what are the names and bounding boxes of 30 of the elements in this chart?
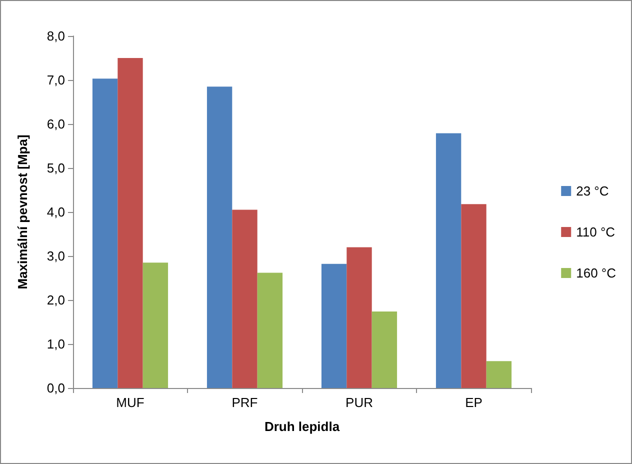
- y-tick-label: 1,0: [46, 336, 65, 352]
- bar: [118, 58, 143, 388]
- x-tick-label: EP: [465, 395, 482, 410]
- bar: [142, 262, 168, 388]
- bar: [257, 272, 283, 388]
- bar: [92, 78, 118, 388]
- y-tick-label: 6,0: [46, 116, 65, 132]
- bar: [346, 247, 372, 388]
- y-tick-label: 5,0: [46, 160, 65, 176]
- legend-label: 23 °C: [576, 184, 609, 198]
- bar: [206, 86, 232, 388]
- y-tick-label: 8,0: [46, 28, 65, 44]
- bar: [461, 204, 486, 388]
- bar: [232, 210, 258, 388]
- y-tick-label: 2,0: [46, 292, 65, 308]
- x-tick-label: PRF: [232, 395, 258, 410]
- y-tick-label: 7,0: [46, 72, 65, 88]
- x-tick-label: PUR: [346, 395, 373, 410]
- bar: [486, 361, 512, 388]
- x-tick-label: MUF: [116, 395, 144, 410]
- legend-label: 110 °C: [576, 224, 616, 240]
- bar: [436, 133, 462, 388]
- y-tick-label: 0,0: [46, 380, 65, 396]
- legend-label: 160 °C: [576, 266, 616, 280]
- y-tick-label: 3,0: [46, 248, 65, 264]
- x-axis-title: Druh lepidla: [264, 419, 340, 434]
- bar: [372, 311, 398, 388]
- bar: [321, 264, 347, 388]
- y-tick-label: 4,0: [46, 204, 65, 220]
- y-axis-title: Maximální pevnost [Mpa]: [15, 134, 30, 290]
